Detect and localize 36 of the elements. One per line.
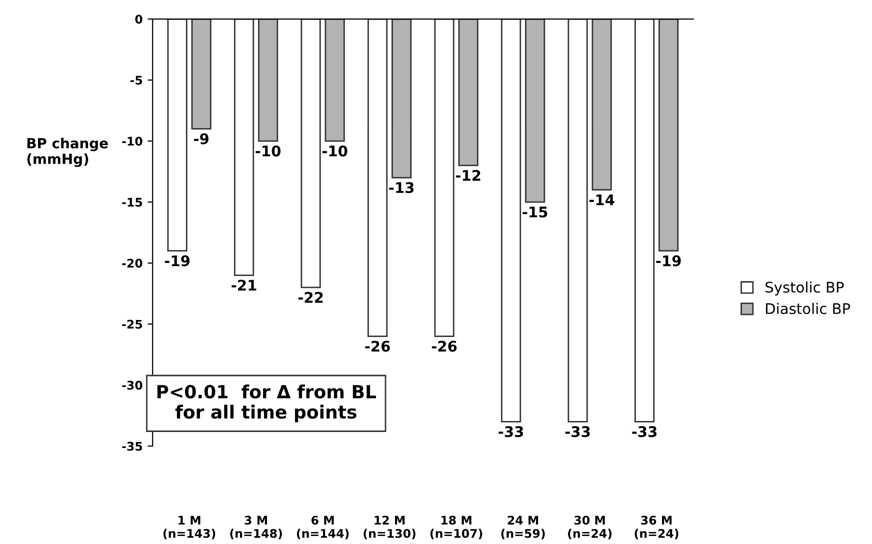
data-label: -10	[322, 145, 348, 157]
x-tick-label: 18 M (n=107)	[430, 516, 482, 540]
data-label: -13	[389, 182, 414, 194]
data-label: -26	[365, 340, 390, 352]
x-tick-label: 36 M (n=24)	[634, 516, 678, 540]
legend-label: Diastolic BP	[766, 302, 850, 314]
legend-label: Systolic BP	[766, 281, 844, 296]
data-label: -14	[589, 194, 614, 206]
x-tick-label: 24 M (n=59)	[501, 516, 545, 540]
data-label: -21	[232, 280, 256, 291]
data-label: -9	[194, 133, 208, 144]
x-tick-label: 12 M (n=130)	[364, 516, 416, 540]
data-label: -10	[256, 145, 281, 157]
y-tick-label: -10	[122, 136, 142, 146]
y-axis-title: BP change (mmHg)	[27, 138, 108, 167]
data-label: -15	[522, 206, 548, 218]
x-tick-label: 30 M (n=24)	[568, 516, 612, 540]
y-tick-label: -35	[122, 442, 142, 451]
y-tick-label: -20	[122, 258, 142, 268]
x-tick-label: 1 M (n=143)	[163, 516, 216, 540]
y-tick-label: -30	[122, 380, 142, 390]
annotation: P<0.01 for Δ from BL for all time points	[157, 384, 376, 422]
y-tick-label: -25	[122, 320, 142, 329]
y-tick-label: 0	[135, 14, 142, 24]
y-tick-label: -5	[130, 76, 142, 85]
x-tick-label: 3 M (n=148)	[230, 516, 282, 540]
data-label: -33	[565, 426, 590, 438]
data-label: -33	[498, 426, 524, 438]
data-label: -22	[298, 292, 323, 303]
data-label: -19	[656, 255, 681, 266]
data-label: -26	[432, 340, 457, 352]
data-label: -19	[164, 255, 190, 266]
data-label: -33	[632, 426, 657, 438]
x-tick-label: 6 M (n=144)	[296, 516, 349, 540]
y-tick-label: -15	[122, 198, 142, 207]
data-label: -12	[456, 170, 480, 181]
